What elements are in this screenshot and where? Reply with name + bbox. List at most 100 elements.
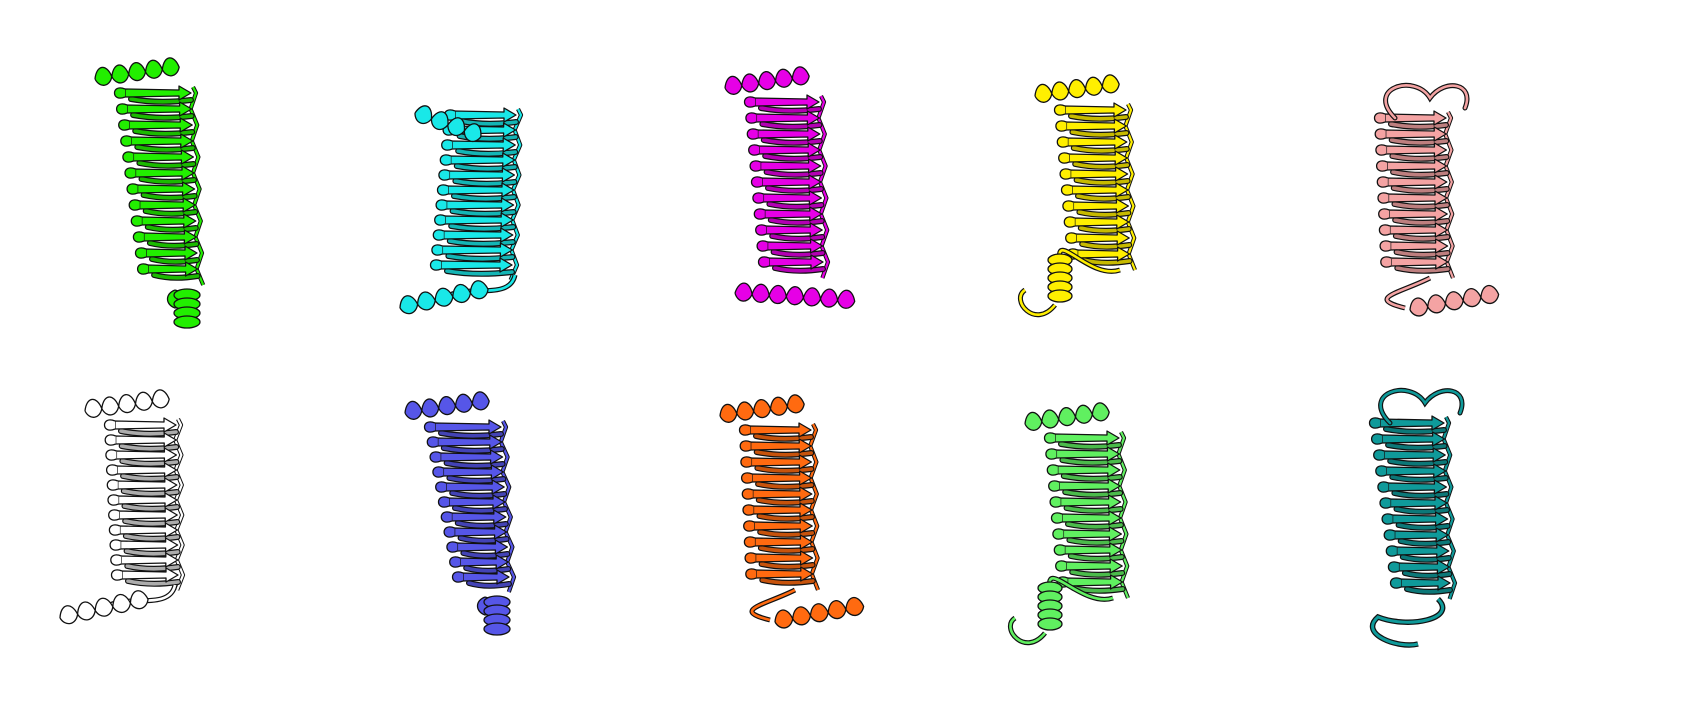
beta-strand — [1059, 494, 1122, 510]
c-terminal-loop — [1371, 597, 1444, 647]
n-terminal-loop — [1379, 389, 1464, 425]
rung-back — [119, 429, 178, 436]
rung-back — [1080, 242, 1131, 249]
rung-back — [1394, 250, 1450, 257]
turn-loop — [1377, 192, 1389, 204]
beta-strand — [751, 470, 813, 486]
linker — [1048, 577, 1114, 601]
n-terminal-helix — [414, 105, 482, 143]
beta-strand — [1385, 463, 1447, 479]
c-terminal-helix — [1409, 284, 1500, 317]
rung-back — [1062, 474, 1122, 481]
turn-loop — [429, 259, 442, 271]
helix-turn — [434, 287, 454, 307]
ribbon-svg — [724, 66, 856, 309]
turn-loop — [104, 434, 116, 446]
protein-ribbon-light-green — [985, 388, 1185, 678]
beta-strand — [754, 534, 814, 550]
beta-strand — [440, 257, 513, 273]
turn-loop — [429, 451, 441, 463]
beta-strand — [750, 454, 813, 470]
beta-strand — [139, 197, 196, 213]
rung-back — [1070, 130, 1129, 137]
turn-loop — [745, 568, 757, 580]
turn-loop — [434, 214, 446, 226]
turn-loop — [742, 504, 754, 516]
rung-back — [1390, 154, 1449, 161]
turn-loop — [108, 509, 120, 521]
rung-back — [758, 530, 814, 537]
turn-loop — [1043, 432, 1056, 444]
beta-strand — [143, 229, 198, 245]
helix-turn — [1068, 79, 1087, 99]
helix-turn — [471, 391, 490, 411]
turn-loop — [113, 87, 126, 99]
rung-back — [1389, 138, 1448, 145]
ribbon-svg — [1368, 387, 1465, 648]
helix-turn — [101, 396, 120, 416]
turn-loop — [743, 96, 756, 108]
rung-back — [769, 218, 824, 225]
beta-strand — [439, 449, 504, 465]
rung-back — [139, 177, 196, 184]
beta-strand — [1064, 542, 1123, 558]
rung-back — [1393, 218, 1449, 225]
turn-loop — [1381, 513, 1393, 525]
helix-turn — [414, 105, 433, 125]
rung-back — [1066, 522, 1123, 529]
turn-loop — [1046, 464, 1059, 476]
beta-strand — [126, 101, 193, 117]
helix-turn — [751, 283, 770, 303]
helix-turn — [1091, 402, 1110, 422]
beta-strand — [1066, 574, 1124, 590]
helix-turn — [129, 590, 149, 610]
beta-strand — [454, 107, 517, 123]
beta-strand — [118, 507, 178, 523]
beta-strand — [462, 569, 510, 585]
rung-back — [754, 434, 813, 441]
rung-back — [770, 234, 824, 241]
beta-strand — [136, 181, 196, 197]
beta-strand — [764, 206, 823, 222]
turn-loop — [423, 421, 436, 433]
beta-strand — [765, 222, 823, 238]
c-terminal-tail — [1009, 616, 1047, 644]
linker — [1385, 276, 1431, 310]
rung-back — [143, 209, 197, 216]
beta-strand — [116, 462, 178, 478]
ribbon-svg — [399, 105, 524, 315]
protein-ribbon-yellow — [995, 55, 1195, 345]
rung-back — [452, 194, 516, 201]
turn-loop — [1373, 449, 1385, 461]
ribbon-svg — [404, 391, 517, 636]
protein-ribbon-slate-blue — [390, 382, 590, 672]
turn-loop — [1056, 136, 1069, 148]
turn-loop — [126, 183, 138, 195]
helix-turn — [753, 399, 772, 419]
turn-loop — [1379, 497, 1391, 509]
helix-turn — [827, 600, 847, 620]
beta-strand — [749, 422, 812, 438]
rung-back — [757, 498, 814, 505]
turn-loop — [107, 494, 119, 506]
protein-ribbon-magenta — [690, 52, 890, 342]
beta-strand — [134, 165, 195, 181]
rung-back — [450, 491, 506, 498]
rung-back — [439, 431, 503, 438]
helix-turn — [802, 287, 822, 307]
turn-loop — [136, 263, 149, 275]
turn-loop — [1053, 544, 1066, 556]
c-terminal-helix — [734, 282, 856, 309]
helix-turn — [785, 286, 805, 306]
turn-loop — [1049, 496, 1061, 508]
beta-strand — [119, 522, 179, 538]
beta-strand — [1388, 206, 1448, 222]
turn-loop — [1389, 577, 1402, 589]
beta-strand — [115, 432, 177, 448]
helix-turn — [741, 73, 760, 93]
beta-strand — [761, 174, 822, 190]
beta-strand — [450, 152, 516, 168]
rung-back — [1392, 202, 1449, 209]
turn-loop — [134, 247, 147, 259]
